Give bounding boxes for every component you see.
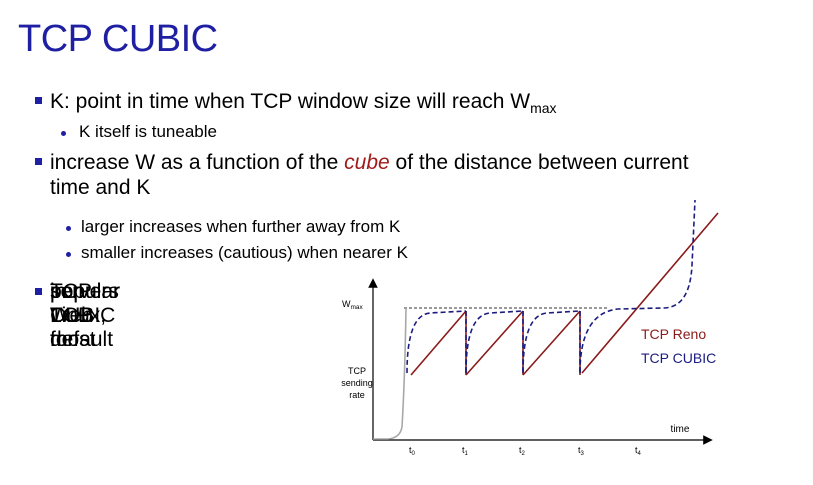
- bullet-marker: [35, 288, 42, 295]
- y-label-wmax-sub: max: [351, 304, 364, 311]
- x-label-time: time: [671, 424, 690, 435]
- bullet-marker: [66, 252, 71, 257]
- tick-t3: t3: [578, 445, 585, 457]
- bullet-cubic-line: popular Web: [50, 280, 121, 327]
- bullet-cubic-line: popular TCP for: [50, 280, 121, 351]
- bullet-increase-w-before: increase W as a function of the: [50, 151, 345, 174]
- tick-t0: t0: [409, 445, 416, 457]
- legend-tcp-reno: TCP Reno: [641, 326, 706, 342]
- bullet-increase-w-after: of the distance between current: [389, 151, 689, 174]
- y-label-line: sending: [341, 378, 373, 388]
- bullet-increase-w-line2: time and K: [50, 176, 151, 199]
- bullet-marker: [61, 131, 66, 136]
- legend-tcp-cubic: TCP CUBIC: [641, 350, 716, 366]
- bullet-increase-w: increase W as a function of the cube of …: [50, 151, 689, 175]
- tick-t4: t4: [635, 445, 642, 457]
- bullet-marker: [66, 226, 71, 231]
- bullet-k-text: K: point in time when TCP window size wi…: [50, 90, 531, 113]
- y-label-wmax: Wmax: [342, 299, 364, 311]
- tcp-cubic-curve: [406, 199, 696, 374]
- sub-bullet-larger-increases: larger increases when further away from …: [81, 217, 401, 236]
- y-label-line: TCP: [348, 366, 366, 376]
- cubic-vs-reno-graph: Wmax TCP sending rate time t0 t1 t2 t3 t…: [341, 199, 719, 457]
- bullet-cubic-line: TCP CUBIC default: [50, 280, 116, 351]
- tick-t1: t1: [462, 445, 469, 457]
- slide-title: TCP CUBIC: [18, 18, 218, 60]
- bullet-marker: [35, 97, 42, 104]
- bullet-cubic-line: servers: [50, 280, 119, 303]
- bullet-marker: [35, 158, 42, 165]
- sub-bullet-smaller-increases: smaller increases (cautious) when nearer…: [81, 243, 408, 262]
- sub-bullet-k-tuneable: K itself is tuneable: [79, 122, 217, 141]
- slow-start-curve: [373, 307, 407, 440]
- bullet-cubic-line: in Linux, most: [50, 280, 107, 351]
- bullet-k-definition: K: point in time when TCP window size wi…: [50, 90, 557, 120]
- tcp-reno-curve: [410, 212, 719, 376]
- wmax-subscript: max: [530, 100, 557, 116]
- y-label-line: rate: [349, 390, 365, 400]
- cube-emphasis: cube: [344, 151, 390, 174]
- tick-t2: t2: [519, 445, 526, 457]
